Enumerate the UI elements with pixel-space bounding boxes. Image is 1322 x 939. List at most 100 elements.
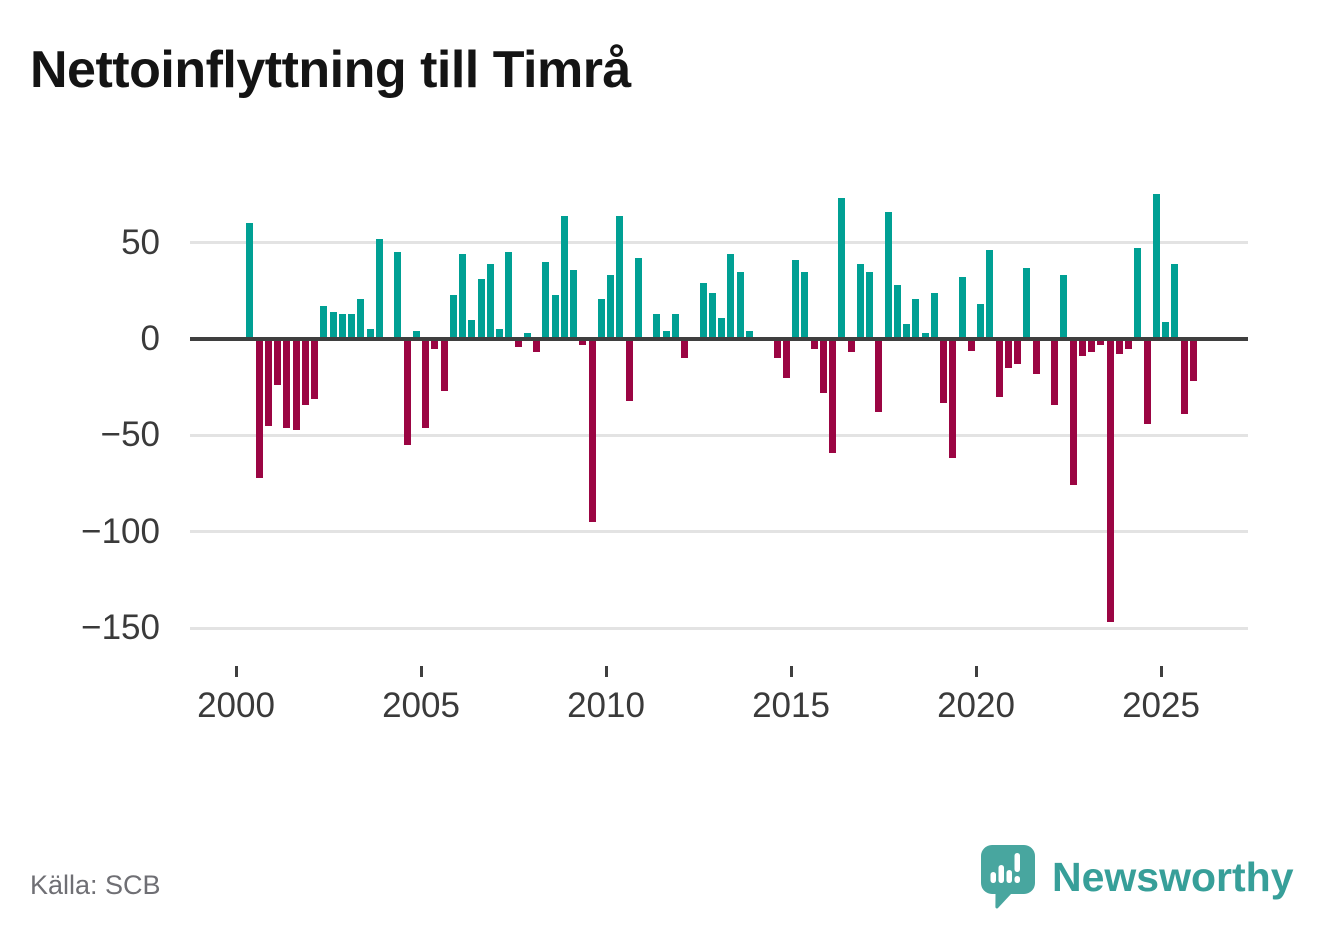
bar (459, 254, 467, 339)
gridline (190, 433, 1248, 437)
bar (551, 294, 559, 339)
x-axis-tick (974, 666, 978, 677)
chart-title: Nettoinflyttning till Timrå (30, 41, 631, 99)
bar (1134, 248, 1142, 339)
bar (1097, 339, 1105, 345)
bar (875, 339, 883, 413)
bar (301, 339, 309, 405)
bar (903, 323, 911, 339)
bar (1014, 339, 1022, 365)
bar (736, 271, 744, 339)
bar (597, 298, 605, 339)
source-note: Källa: SCB (30, 870, 161, 900)
bar (856, 263, 864, 339)
bar (533, 339, 541, 353)
y-axis-tick-label: −100 (81, 511, 160, 551)
bar (311, 339, 319, 399)
bar (338, 313, 346, 339)
bar (708, 292, 716, 339)
logo-speech-bubble-chart-icon (981, 845, 1035, 909)
bar (1189, 339, 1197, 382)
x-axis-tick-label: 2000 (197, 686, 275, 725)
bar (1032, 339, 1040, 374)
newsworthy-wordmark: Newsworthy (1052, 853, 1294, 900)
bar (810, 339, 818, 349)
x-axis-tick-label: 2015 (752, 686, 830, 725)
bar (1115, 339, 1123, 355)
bar (634, 258, 642, 339)
bar (496, 329, 504, 339)
x-axis-tick-label: 2020 (937, 686, 1015, 725)
bar (967, 339, 975, 351)
x-axis-tick (234, 666, 238, 677)
bar (274, 339, 282, 386)
bar (357, 298, 365, 339)
bar (1180, 339, 1188, 415)
bar (579, 339, 587, 345)
bar (320, 306, 328, 339)
bar (486, 263, 494, 339)
bar (801, 271, 809, 339)
bar (348, 313, 356, 339)
bar (727, 254, 735, 339)
bar (560, 215, 568, 339)
bar (1060, 275, 1068, 339)
gridline (190, 241, 1248, 245)
bar (588, 339, 596, 523)
bar (514, 339, 522, 347)
bar (570, 269, 578, 339)
bar (431, 339, 439, 349)
bar (1069, 339, 1077, 486)
bar (866, 271, 874, 339)
bar (773, 339, 781, 359)
bar (542, 261, 550, 339)
bar (782, 339, 790, 378)
bar (292, 339, 300, 430)
newsworthy-logo: Newsworthy (981, 845, 1294, 909)
bar (440, 339, 448, 392)
bar (616, 215, 624, 339)
bar (940, 339, 948, 403)
bar (662, 331, 670, 339)
x-axis-tick (1159, 666, 1163, 677)
bar (718, 317, 726, 339)
bar (921, 333, 929, 339)
bar (930, 292, 938, 339)
bar (283, 339, 291, 428)
bar (838, 198, 846, 339)
bar (607, 275, 615, 339)
bar (1143, 339, 1151, 424)
bar (912, 298, 920, 339)
bar (1088, 339, 1096, 353)
bar (986, 250, 994, 339)
x-axis-tick (604, 666, 608, 677)
bar (995, 339, 1003, 397)
x-axis-tick-label: 2005 (382, 686, 460, 725)
bar (366, 329, 374, 339)
bar (819, 339, 827, 393)
bar (403, 339, 411, 445)
y-axis-tick-label: 0 (140, 319, 160, 358)
bar (1106, 339, 1114, 623)
x-axis-tick-label: 2025 (1122, 686, 1200, 725)
bar (246, 223, 254, 339)
bar (468, 319, 476, 339)
bar (1171, 263, 1179, 339)
x-axis-tick (419, 666, 423, 677)
bar (1162, 321, 1170, 339)
bar (792, 259, 800, 339)
bar (477, 279, 485, 339)
bar (653, 313, 661, 339)
bar (1125, 339, 1133, 349)
bar (681, 339, 689, 359)
bar (375, 238, 383, 339)
bar (1004, 339, 1012, 368)
y-axis-tick-label: −150 (81, 608, 160, 648)
bar (1051, 339, 1059, 405)
y-axis-tick-label: −50 (100, 415, 160, 455)
y-axis-tick-label: 50 (121, 222, 160, 262)
bar (745, 331, 753, 339)
x-axis-tick-label: 2010 (567, 686, 645, 725)
bar (422, 339, 430, 428)
